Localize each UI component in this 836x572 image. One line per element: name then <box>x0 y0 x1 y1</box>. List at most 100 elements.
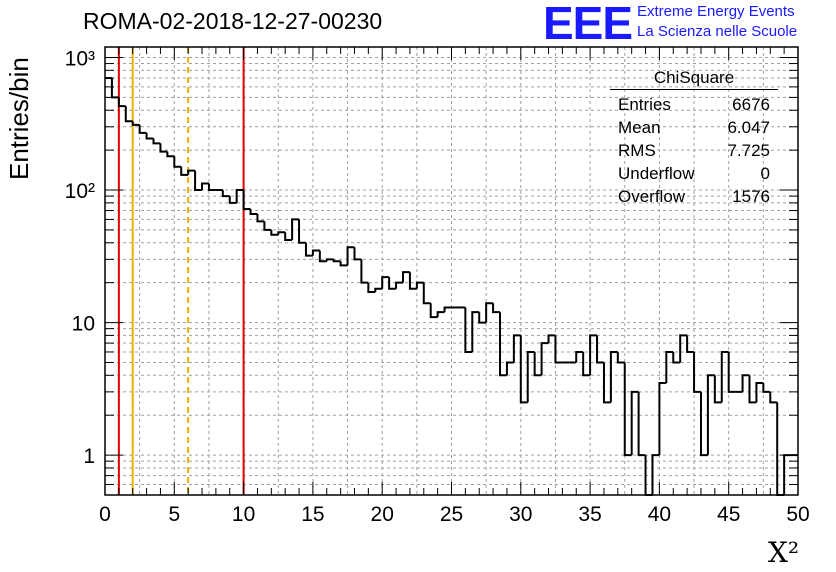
histogram-bin <box>478 312 487 324</box>
histogram-bin <box>485 302 494 323</box>
histogram-bin <box>325 258 334 262</box>
stats-value: 1576 <box>732 187 770 206</box>
stats-box: ChiSquare Entries 6676 Mean 6.047 RMS 7.725 Un… <box>610 68 778 208</box>
histogram-bin <box>630 390 639 456</box>
logo-line-1: Extreme Energy Events <box>637 3 795 20</box>
histogram-bin <box>131 121 140 126</box>
histogram-bin <box>152 138 161 145</box>
histogram-bin <box>201 182 209 191</box>
stats-label: Mean <box>618 118 661 137</box>
histogram-bin <box>436 311 445 318</box>
histogram-bin <box>249 208 258 215</box>
histogram-bin <box>755 381 764 403</box>
histogram-bin <box>727 351 736 393</box>
histogram-bin <box>284 232 293 241</box>
histogram-bin <box>339 261 348 267</box>
stats-value: 6676 <box>732 95 770 114</box>
histogram-bin <box>221 190 230 198</box>
y-tick-label: 10² <box>65 180 95 203</box>
histogram-bin <box>582 351 591 377</box>
stats-rows: Entries 6676 Mean 6.047 RMS 7.725 Underflow 0 Ov… <box>610 93 778 208</box>
stats-row: RMS 7.725 <box>610 139 778 162</box>
histogram-bin <box>346 246 355 266</box>
stats-row: Entries 6676 <box>610 93 778 116</box>
histogram-bin <box>616 351 625 364</box>
histogram-bin <box>187 169 196 175</box>
histogram-bin <box>429 303 438 319</box>
x-tick-label: 5 <box>168 503 180 526</box>
histogram-bin <box>395 281 403 289</box>
stats-value: 0 <box>760 164 770 183</box>
histogram-bin <box>713 375 722 404</box>
stats-label: RMS <box>618 141 656 160</box>
histogram-bin <box>699 391 708 457</box>
histogram-bin <box>526 350 535 403</box>
histogram-bin <box>298 219 306 244</box>
stats-value: 6.047 <box>727 118 770 137</box>
histogram-bin <box>540 342 549 376</box>
histogram-bin <box>602 362 611 404</box>
histogram-bin <box>519 335 528 404</box>
histogram-bin <box>367 282 376 294</box>
histogram-bin <box>769 391 778 404</box>
histogram-bin <box>124 106 133 123</box>
histogram-bin <box>693 351 701 393</box>
stats-label: Overflow <box>618 187 686 206</box>
histogram-bin <box>207 183 216 192</box>
histogram-bin <box>499 312 507 377</box>
histogram-bin <box>554 335 563 364</box>
x-tick-label: 40 <box>648 503 671 526</box>
histogram-bin <box>492 303 501 314</box>
x-tick-label: 30 <box>509 503 532 526</box>
stats-row: Overflow 1576 <box>610 185 778 208</box>
histogram-bin <box>159 143 168 153</box>
histogram-bin <box>471 311 480 352</box>
histogram-bin <box>332 259 341 263</box>
x-tick-label: 20 <box>371 503 394 526</box>
histogram-bin <box>304 242 313 257</box>
histogram-bin <box>415 281 424 289</box>
histogram-bin <box>110 78 119 99</box>
histogram-bin <box>776 402 785 496</box>
histogram-bin <box>686 335 695 353</box>
eee-logo: EEE <box>543 0 633 49</box>
histogram-bin <box>291 218 300 240</box>
histogram-bin <box>505 361 514 376</box>
histogram-bin <box>374 287 383 293</box>
histogram-bin <box>242 190 251 210</box>
histogram-bin <box>277 231 286 235</box>
stats-row: Underflow 0 <box>610 162 778 185</box>
histogram-bin <box>512 334 521 363</box>
histogram-bin <box>665 350 674 383</box>
histogram-bin <box>166 151 175 158</box>
histogram-bin <box>658 381 667 456</box>
histogram-bin <box>318 250 327 263</box>
histogram-bin <box>256 213 265 223</box>
y-tick-label: 10³ <box>65 47 95 70</box>
histogram-bin <box>228 196 237 204</box>
histogram-bin <box>575 350 584 363</box>
histogram-bin <box>443 306 452 313</box>
histogram-bin <box>353 247 362 261</box>
histogram-bin <box>422 282 431 305</box>
histogram-bin <box>547 334 556 344</box>
y-tick-label: 10 <box>72 313 95 336</box>
x-tick-label: 50 <box>786 503 809 526</box>
histogram-bin <box>589 334 598 376</box>
y-tick-label: 1 <box>83 445 95 468</box>
x-tick-label: 10 <box>232 503 255 526</box>
histogram-bin <box>706 374 715 456</box>
histogram-bin <box>173 156 182 168</box>
histogram-bin <box>741 374 750 392</box>
x-tick-label: 45 <box>717 503 740 526</box>
histogram-bin <box>235 189 244 203</box>
x-tick-label: 35 <box>578 503 601 526</box>
logo-line-2: La Scienza nelle Scuole <box>637 23 798 40</box>
histogram-bin <box>623 362 632 457</box>
histogram-bin <box>138 124 147 134</box>
stats-row: Mean 6.047 <box>610 116 778 139</box>
histogram-bin <box>609 350 618 403</box>
stats-label: Entries <box>618 95 671 114</box>
histogram-bin <box>720 350 729 403</box>
